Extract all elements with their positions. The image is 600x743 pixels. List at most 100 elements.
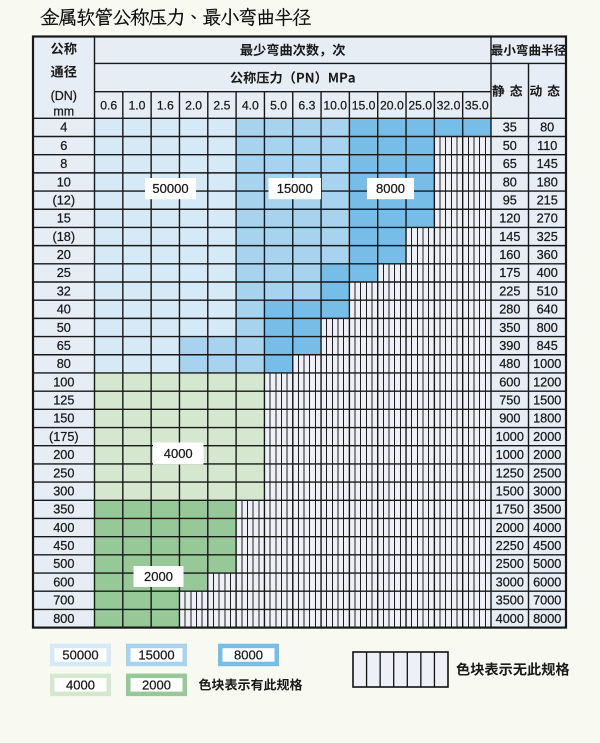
svg-text:100: 100 (53, 375, 74, 389)
svg-text:35.0: 35.0 (465, 99, 489, 113)
svg-text:6.3: 6.3 (298, 99, 315, 113)
svg-text:1.6: 1.6 (157, 99, 174, 113)
svg-text:4000: 4000 (533, 521, 561, 535)
svg-text:0.6: 0.6 (100, 99, 117, 113)
svg-text:2000: 2000 (496, 521, 524, 535)
svg-text:350: 350 (499, 321, 520, 335)
svg-text:3000: 3000 (533, 485, 561, 499)
svg-text:2500: 2500 (533, 466, 561, 480)
svg-text:800: 800 (53, 612, 74, 626)
svg-text:120: 120 (499, 212, 520, 226)
svg-text:1500: 1500 (496, 485, 524, 499)
svg-text:175: 175 (499, 266, 520, 280)
svg-text:510: 510 (537, 284, 558, 298)
svg-text:50000: 50000 (62, 648, 98, 663)
svg-text:4000: 4000 (66, 678, 95, 693)
svg-text:600: 600 (53, 575, 74, 589)
svg-text:8000: 8000 (234, 648, 263, 663)
svg-text:4: 4 (60, 121, 67, 135)
svg-text:2000: 2000 (533, 430, 561, 444)
svg-text:1250: 1250 (496, 466, 524, 480)
svg-text:32.0: 32.0 (437, 99, 461, 113)
svg-text:1800: 1800 (533, 412, 561, 426)
svg-text:1.0: 1.0 (129, 99, 146, 113)
svg-text:1200: 1200 (533, 375, 561, 389)
svg-text:145: 145 (499, 230, 520, 244)
svg-text:845: 845 (537, 339, 558, 353)
svg-text:15000: 15000 (138, 648, 174, 663)
svg-text:20.0: 20.0 (380, 99, 404, 113)
svg-text:50: 50 (503, 139, 517, 153)
svg-text:(DN): (DN) (51, 89, 77, 103)
svg-text:(18): (18) (53, 230, 76, 244)
svg-text:160: 160 (499, 248, 520, 262)
svg-text:10: 10 (57, 175, 71, 189)
svg-text:15: 15 (57, 212, 71, 226)
svg-text:20: 20 (57, 248, 71, 262)
svg-text:450: 450 (53, 539, 74, 553)
svg-text:3500: 3500 (533, 503, 561, 517)
svg-text:125: 125 (53, 394, 74, 408)
svg-text:32: 32 (57, 284, 71, 298)
svg-text:900: 900 (499, 412, 520, 426)
svg-text:2000: 2000 (142, 678, 171, 693)
svg-text:25.0: 25.0 (408, 99, 432, 113)
svg-text:80: 80 (503, 175, 517, 189)
svg-text:1500: 1500 (533, 394, 561, 408)
svg-text:95: 95 (503, 194, 517, 208)
svg-text:3000: 3000 (496, 575, 524, 589)
svg-text:3500: 3500 (496, 594, 524, 608)
svg-text:2000: 2000 (144, 569, 173, 584)
svg-text:8000: 8000 (533, 612, 561, 626)
svg-text:280: 280 (499, 303, 520, 317)
svg-text:1000: 1000 (496, 448, 524, 462)
svg-text:1750: 1750 (496, 503, 524, 517)
svg-text:480: 480 (499, 357, 520, 371)
svg-text:270: 270 (537, 212, 558, 226)
svg-text:65: 65 (57, 339, 71, 353)
svg-text:80: 80 (540, 121, 554, 135)
svg-text:80: 80 (57, 357, 71, 371)
svg-text:145: 145 (537, 157, 558, 171)
svg-text:50000: 50000 (152, 181, 188, 196)
svg-text:4000: 4000 (164, 446, 193, 461)
svg-text:(175): (175) (49, 430, 79, 444)
svg-text:400: 400 (53, 521, 74, 535)
svg-text:200: 200 (53, 448, 74, 462)
svg-text:360: 360 (537, 248, 558, 262)
svg-text:1000: 1000 (533, 357, 561, 371)
svg-text:600: 600 (499, 375, 520, 389)
svg-text:640: 640 (537, 303, 558, 317)
svg-text:2.0: 2.0 (185, 99, 202, 113)
svg-text:25: 25 (57, 266, 71, 280)
svg-text:250: 250 (53, 466, 74, 480)
svg-text:2000: 2000 (533, 448, 561, 462)
svg-text:15000: 15000 (277, 181, 313, 196)
svg-text:400: 400 (537, 266, 558, 280)
svg-text:5000: 5000 (533, 557, 561, 571)
svg-text:150: 150 (53, 412, 74, 426)
svg-text:800: 800 (537, 321, 558, 335)
svg-text:7000: 7000 (533, 594, 561, 608)
svg-text:4500: 4500 (533, 539, 561, 553)
svg-text:750: 750 (499, 394, 520, 408)
svg-text:700: 700 (53, 594, 74, 608)
svg-text:35: 35 (503, 121, 517, 135)
svg-text:225: 225 (499, 284, 520, 298)
svg-text:(12): (12) (53, 194, 76, 208)
svg-text:215: 215 (537, 194, 558, 208)
svg-text:2500: 2500 (496, 557, 524, 571)
svg-text:65: 65 (503, 157, 517, 171)
svg-text:6: 6 (60, 139, 67, 153)
svg-text:2250: 2250 (496, 539, 524, 553)
svg-text:325: 325 (537, 230, 558, 244)
svg-text:2.5: 2.5 (213, 99, 230, 113)
svg-text:8000: 8000 (376, 181, 405, 196)
svg-text:5.0: 5.0 (270, 99, 287, 113)
svg-text:500: 500 (53, 557, 74, 571)
svg-text:390: 390 (499, 339, 520, 353)
svg-text:350: 350 (53, 503, 74, 517)
svg-text:4.0: 4.0 (242, 99, 259, 113)
svg-text:8: 8 (60, 157, 67, 171)
svg-text:10.0: 10.0 (323, 99, 347, 113)
